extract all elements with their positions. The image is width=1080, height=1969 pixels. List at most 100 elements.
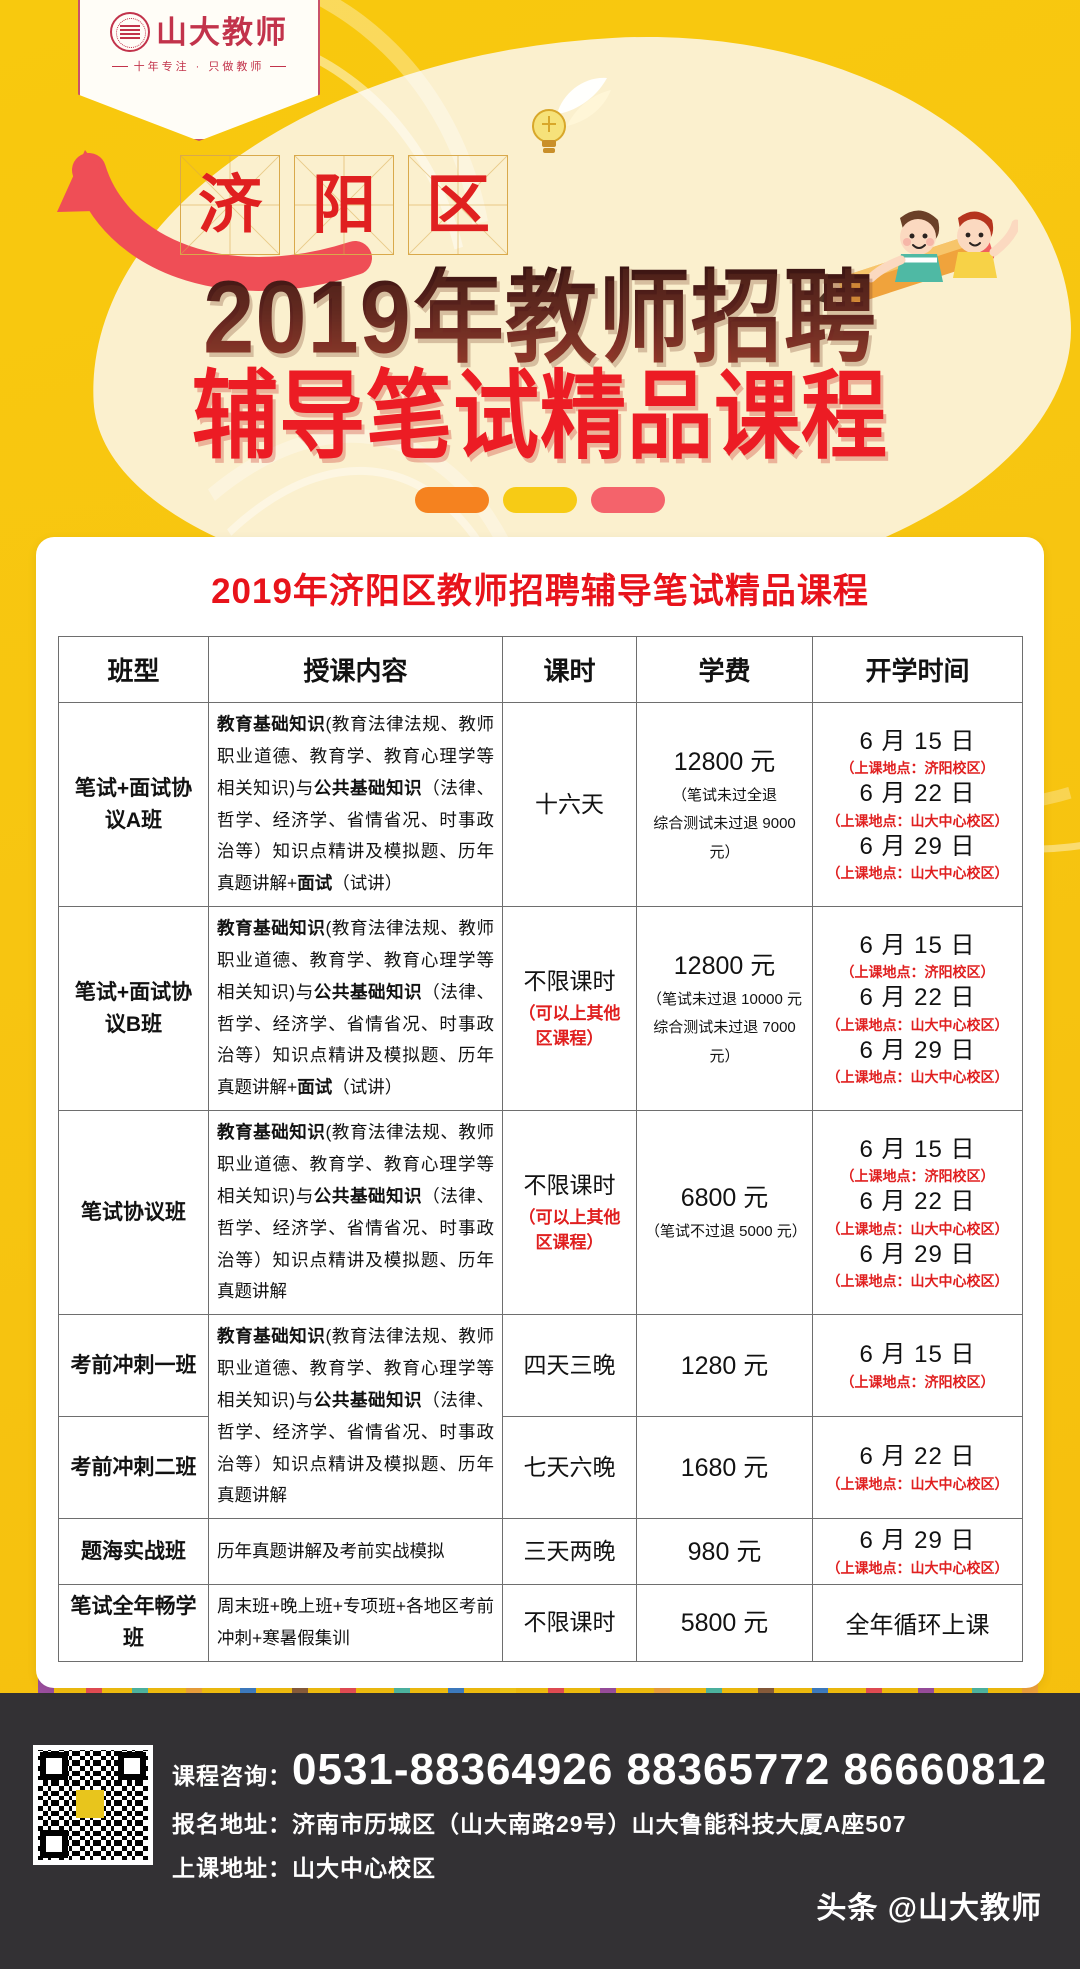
headline-primary: 2019年教师招聘	[0, 266, 1080, 369]
cell-start-time: 6 月 15 日 （上课地点：济阳校区） 6 月 22 日 （上课地点：山大中心校区）…	[812, 1110, 1023, 1316]
table-row: 题海实战班 历年真题讲解及考前实战模拟 三天两晚 980 元 6 月 29 日 （上课地点…	[58, 1518, 1023, 1585]
cell-content: 教育基础知识(教育法律法规、教师职业道德、教育学、教育心理学等相关知识)与公共基…	[208, 1110, 503, 1316]
start-location: （上课地点：山大中心校区）	[826, 865, 1009, 882]
start-date: 全年循环上课	[845, 1612, 990, 1640]
footer-contact-block: 课程咨询： 0531-88364926 88365772 86660812 报名…	[172, 1745, 1047, 1893]
table-row: 笔试+面试协议B班 教育基础知识(教育法律法规、教师职业道德、教育学、教育心理学等…	[58, 906, 1023, 1112]
card-title: 2019年济阳区教师招聘辅导笔试精品课程	[211, 572, 869, 611]
pill-yellow	[503, 487, 577, 513]
books-seal-icon	[110, 12, 150, 52]
table-row: 笔试协议班 教育基础知识(教育法律法规、教师职业道德、教育学、教育心理学等相关知识…	[58, 1110, 1023, 1316]
start-date: 6 月 22 日	[859, 1443, 976, 1471]
fee-note: （笔试未过全退	[671, 786, 777, 804]
start-date: 6 月 29 日	[859, 1527, 976, 1555]
start-location: （上课地点：山大中心校区）	[826, 1559, 1009, 1576]
pill-red	[591, 487, 665, 513]
cell-fee: 5800 元	[636, 1583, 813, 1662]
cell-start-time: 全年循环上课	[812, 1583, 1023, 1662]
start-location: （上课地点：山大中心校区）	[826, 1016, 1009, 1033]
start-location: （上课地点：山大中心校区）	[826, 1069, 1009, 1086]
region-title: 济 阳 区	[180, 155, 508, 255]
class-location-label: 上课地址：	[172, 1855, 292, 1881]
cell-hours: 三天两晚	[502, 1518, 637, 1585]
fee-amount: 12800 元	[673, 747, 776, 776]
start-date: 6 月 22 日	[859, 1188, 976, 1216]
cell-fee: 12800 元 （笔试未过全退 综合测试未过退 9000 元）	[636, 701, 813, 908]
fee-note: （笔试未过退 10000 元	[646, 990, 803, 1008]
phone-numbers[interactable]: 0531-88364926 88365772 86660812	[292, 1745, 1048, 1794]
cell-class-type: 考前冲刺二班	[58, 1416, 209, 1520]
footer-signup-row: 报名地址： 济南市历城区（山大南路29号）山大鲁能科技大厦A座507	[172, 1805, 1047, 1839]
table-row: 考前冲刺二班 七天六晚 1680 元 6 月 22 日 （上课地点：山大中心校区）	[58, 1416, 1023, 1520]
start-date: 6 月 29 日	[859, 832, 976, 860]
course-table: 班型 授课内容 课时 学费 开学时间 笔试+面试协议A班 教育基础知识(教育法律法…	[58, 636, 1023, 1662]
start-date: 6 月 22 日	[859, 780, 976, 808]
header-class-type: 班型	[58, 636, 209, 703]
cell-fee: 1680 元	[636, 1416, 813, 1520]
header-content: 授课内容	[208, 636, 503, 703]
cell-hours: 十六天	[502, 701, 637, 908]
cell-hours: 四天三晚	[502, 1314, 637, 1418]
signup-label: 报名地址：	[172, 1811, 292, 1837]
start-location: （上课地点：济阳校区）	[840, 1168, 995, 1185]
cell-class-type: 笔试+面试协议A班	[58, 701, 209, 908]
header-fee: 学费	[636, 636, 813, 703]
footer-class-row: 上课地址： 山大中心校区	[172, 1849, 1047, 1883]
cell-class-type: 题海实战班	[58, 1518, 209, 1585]
cell-fee: 6800 元 （笔试不过退 5000 元）	[636, 1110, 813, 1316]
signup-address: 济南市历城区（山大南路29号）山大鲁能科技大厦A座507	[292, 1811, 907, 1837]
header-start-time: 开学时间	[812, 636, 1023, 703]
fee-amount: 1280 元	[680, 1351, 769, 1380]
start-date: 6 月 15 日	[859, 1135, 976, 1163]
fee-note: 元）	[709, 843, 740, 861]
fee-amount: 12800 元	[673, 951, 776, 980]
start-location: （上课地点：济阳校区）	[840, 1373, 995, 1390]
fee-amount: 980 元	[687, 1537, 762, 1566]
fee-note: 综合测试未过退 7000	[653, 1019, 796, 1037]
cell-content: 周末班+晚上班+专项班+各地区考前冲刺+寒暑假集训	[208, 1583, 503, 1662]
class-location-value: 山大中心校区	[292, 1855, 436, 1881]
cell-content: 教育基础知识(教育法律法规、教师职业道德、教育学、教育心理学等相关知识)与公共基…	[208, 1314, 503, 1520]
hours-note: （可以上其他区课程）	[518, 1207, 621, 1253]
cell-start-time: 6 月 15 日 （上课地点：济阳校区） 6 月 22 日 （上课地点：山大中心校区）…	[812, 906, 1023, 1112]
cell-hours: 不限课时 （可以上其他区课程）	[502, 906, 637, 1112]
cell-fee: 12800 元 （笔试未过退 10000 元综合测试未过退 7000 元）	[636, 906, 813, 1112]
fee-note: 元）	[709, 1047, 740, 1065]
flying-lightbulb-icon	[515, 72, 625, 167]
cell-content: 教育基础知识(教育法律法规、教师职业道德、教育学、教育心理学等相关知识)与公共基…	[208, 906, 503, 1112]
brand-logo-text: 山大教师	[156, 14, 288, 50]
cell-content: 历年真题讲解及考前实战模拟	[208, 1518, 503, 1585]
start-location: （上课地点：山大中心校区）	[826, 1475, 1009, 1492]
curved-up-arrow-icon	[55, 140, 385, 315]
cell-start-time: 6 月 22 日 （上课地点：山大中心校区）	[812, 1416, 1023, 1520]
start-location: （上课地点：山大中心校区）	[826, 812, 1009, 829]
cell-hours: 不限课时 （可以上其他区课程）	[502, 1110, 637, 1316]
divider-pills	[0, 487, 1080, 513]
qr-code-icon[interactable]	[33, 1745, 153, 1865]
region-char-box: 济	[180, 155, 280, 255]
cell-fee: 980 元	[636, 1518, 813, 1585]
start-date: 6 月 29 日	[859, 1036, 976, 1064]
fee-note: （笔试不过退 5000 元）	[645, 1223, 807, 1241]
start-location: （上课地点：山大中心校区）	[826, 1220, 1009, 1237]
cell-start-time: 6 月 15 日 （上课地点：济阳校区） 6 月 22 日 （上课地点：山大中心校区）…	[812, 701, 1023, 908]
start-date: 6 月 22 日	[859, 984, 976, 1012]
start-location: （上课地点：济阳校区）	[840, 759, 995, 776]
header-hours: 课时	[502, 636, 637, 703]
start-date: 6 月 15 日	[859, 931, 976, 959]
start-date: 6 月 29 日	[859, 1241, 976, 1268]
watermark: 头条 @山大教师	[816, 1892, 1042, 1925]
cell-content: 教育基础知识(教育法律法规、教师职业道德、教育学、教育心理学等相关知识)与公共基…	[208, 701, 503, 908]
cell-fee: 1280 元	[636, 1314, 813, 1418]
hours-note: （可以上其他区课程）	[518, 1003, 621, 1049]
cell-start-time: 6 月 15 日 （上课地点：济阳校区）	[812, 1314, 1023, 1418]
brand-tagline: 十年专注 · 只做教师	[111, 58, 287, 74]
fee-amount: 5800 元	[680, 1608, 769, 1637]
start-date: 6 月 15 日	[859, 1341, 976, 1369]
consult-label: 课程咨询：	[172, 1763, 292, 1789]
cell-hours: 不限课时	[502, 1583, 637, 1662]
region-char-box: 阳	[294, 155, 394, 255]
course-card: 2019年济阳区教师招聘辅导笔试精品课程 班型 授课内容 课时 学费 开学时间 …	[36, 537, 1044, 1688]
kids-on-pencil-icon	[808, 182, 1021, 317]
headline-secondary: 辅导笔试精品课程	[192, 363, 888, 471]
